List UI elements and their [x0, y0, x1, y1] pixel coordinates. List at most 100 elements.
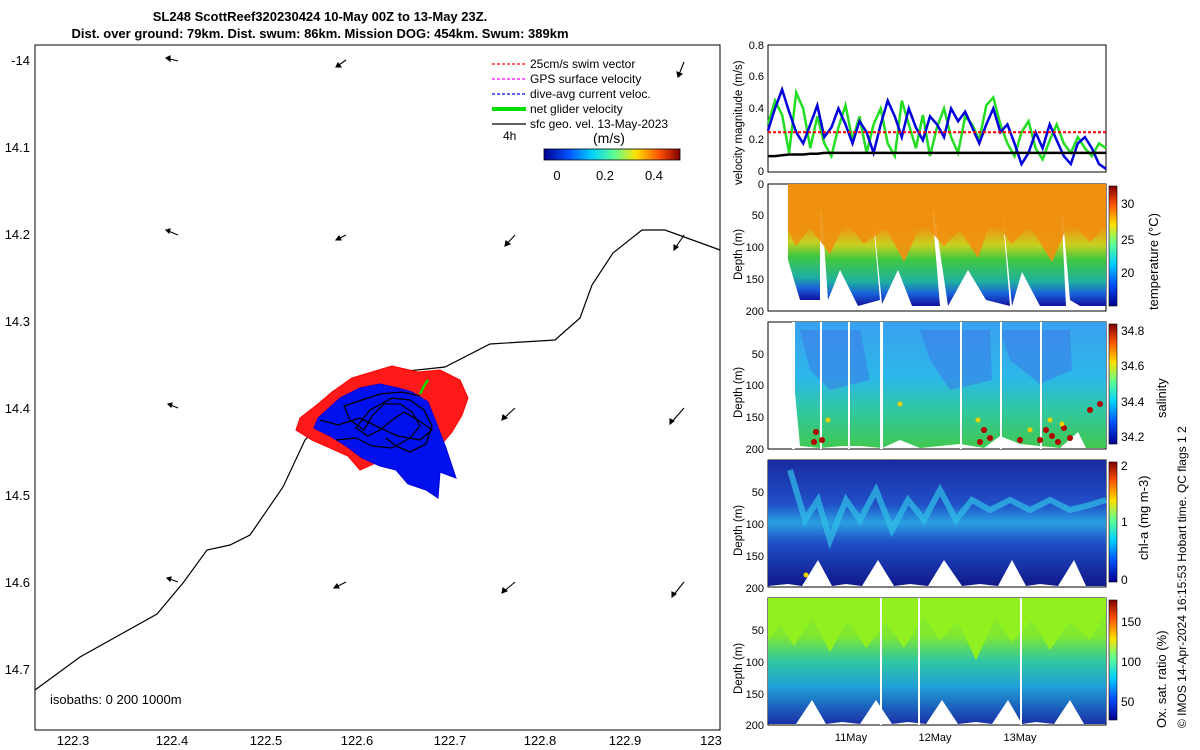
- temp-colorbar-ticks: 20 25 30: [1121, 197, 1135, 280]
- depth-tick: 0: [758, 179, 764, 191]
- net-glider-velocity-mark: [418, 379, 430, 395]
- vel-y-tick: 0.6: [749, 71, 764, 83]
- footer-credit: © IMOS 14-Apr-2024 16:15:53 Hobart time.…: [1175, 426, 1189, 728]
- cbar-tick: 34.4: [1121, 395, 1145, 409]
- velocity-series-sfc-geo-vel-: [768, 151, 1106, 158]
- temperature-panel: 0 50 100 150 200 Depth (m) 20 25 30 temp…: [733, 179, 1161, 318]
- vel-y-tick: 0.4: [749, 103, 764, 115]
- map-y-axis: -14 14.1 14.2 14.3 14.4 14.5 14.6 14.7: [5, 53, 30, 677]
- legend-label-1: GPS surface velocity: [530, 72, 641, 86]
- temperature-colorbar-label: temperature (°C): [1146, 213, 1161, 310]
- current-vector-cluster: [313, 383, 457, 499]
- depth-tick: 50: [752, 625, 764, 637]
- ox-depth-ticks: 50 100 150 200: [746, 625, 764, 732]
- title-line-1: SL248 ScottReef320230424 10-May 00Z to 1…: [152, 9, 488, 24]
- cbar-tick: 0: [1121, 573, 1128, 587]
- salinity-colorbar: [1108, 323, 1118, 445]
- cbar-tick: 34.6: [1121, 359, 1145, 373]
- depth-tick: 100: [746, 657, 764, 669]
- legend-label-4: sfc geo. vel. 13-May-2023: [530, 117, 668, 131]
- salinity-colorbar-label: salinity: [1154, 378, 1169, 418]
- temp-depth-ticks: 0 50 100 150 200: [746, 179, 764, 318]
- y-tick-label: 14.3: [5, 314, 30, 329]
- sal-colorbar-ticks: 34.2 34.4 34.6 34.8: [1121, 324, 1145, 444]
- velocity-y-ticks: 0 0.2 0.4 0.6 0.8: [749, 40, 764, 178]
- scale-label: 4h: [503, 129, 516, 143]
- time-tick: 11May: [835, 732, 868, 744]
- legend-label-3: net glider velocity: [530, 102, 623, 116]
- velocity-series-net-glider-velocity: [766, 87, 1107, 163]
- x-tick-label: 122.9: [609, 733, 642, 748]
- vel-y-tick: 0: [758, 166, 764, 178]
- cbar-tick: 2: [1121, 459, 1128, 473]
- y-tick-label: 14.6: [5, 575, 30, 590]
- sal-depth-label: Depth (m): [733, 367, 745, 418]
- velocity-axes-frame: [767, 44, 1107, 173]
- glider-track-2: [335, 391, 421, 449]
- y-tick-label: 14.7: [5, 662, 30, 677]
- ox-colorbar-ticks: 50 100 150: [1121, 615, 1141, 709]
- depth-tick: 50: [752, 487, 764, 499]
- chla-panel: 50 100 150 200 Depth (m) 0 1 2 chl-a (mg…: [733, 459, 1151, 595]
- temp-depth-label: Depth (m): [733, 229, 745, 280]
- y-tick-label: -14: [11, 53, 30, 68]
- mid-salinity-dots: [825, 401, 1065, 433]
- sfc-geo-arrows: [164, 55, 685, 599]
- map-legend: 25cm/s swim vector GPS surface velocity …: [492, 57, 681, 183]
- depth-tick: 200: [746, 444, 764, 456]
- time-tick: 12May: [918, 732, 952, 744]
- depth-tick: 150: [746, 689, 764, 701]
- cbar-tick: 30: [1121, 197, 1135, 211]
- depth-tick: 200: [746, 720, 764, 732]
- depth-tick: 50: [752, 210, 764, 222]
- chla-colorbar-label: chl-a (mg m-3): [1136, 475, 1151, 560]
- depth-tick: 100: [746, 519, 764, 531]
- x-tick-label: 122.5: [250, 733, 283, 748]
- cbar-tick: 1: [1121, 515, 1128, 529]
- velocity-series-dive-avg-current-veloc-: [766, 85, 1107, 170]
- colorbar-tick-1: 0.2: [596, 168, 614, 183]
- chl-depth-label: Depth (m): [733, 505, 745, 556]
- cbar-tick: 34.2: [1121, 430, 1145, 444]
- vel-y-tick: 0.2: [749, 134, 764, 146]
- temperature-field: [788, 184, 1106, 306]
- x-tick-label: 123: [700, 733, 722, 748]
- x-tick-label: 122.6: [341, 733, 374, 748]
- chl-colorbar-ticks: 0 1 2: [1121, 459, 1128, 587]
- x-tick-label: 122.7: [434, 733, 467, 748]
- colorbar-tick-0: 0: [553, 168, 560, 183]
- colorbar-title: (m/s): [593, 130, 625, 146]
- depth-tick: 50: [752, 349, 764, 361]
- map-panel: 25cm/s swim vector GPS surface velocity …: [5, 44, 722, 748]
- isobaths-label: isobaths: 0 200 1000m: [50, 692, 182, 707]
- oxygen-colorbar: [1108, 599, 1118, 721]
- depth-tick: 200: [746, 583, 764, 595]
- cbar-tick: 150: [1121, 615, 1141, 629]
- velocity-y-label: velocity magnitude (m/s): [733, 60, 745, 185]
- temperature-colorbar: [1108, 185, 1118, 307]
- vel-y-tick: 0.8: [749, 40, 764, 52]
- glider-track: [319, 397, 434, 453]
- cbar-tick: 20: [1121, 266, 1135, 280]
- time-tick: 13May: [1003, 732, 1037, 744]
- chla-field: [768, 460, 1107, 586]
- cbar-tick: 50: [1121, 695, 1135, 709]
- ox-depth-label: Depth (m): [733, 643, 745, 694]
- salinity-field: [792, 322, 1106, 449]
- x-tick-label: 122.3: [57, 733, 90, 748]
- y-tick-label: 14.1: [5, 140, 30, 155]
- oxygen-colorbar-label: Ox. sat. ratio (%): [1154, 630, 1169, 728]
- title-line-2: Dist. over ground: 79km. Dist. swum: 86k…: [71, 26, 569, 41]
- chart-title: SL248 ScottReef320230424 10-May 00Z to 1…: [70, 8, 570, 42]
- depth-tick: 100: [746, 242, 764, 254]
- chla-high-dot: [803, 572, 809, 578]
- colorbar-tick-2: 0.4: [645, 168, 663, 183]
- cbar-tick: 34.8: [1121, 324, 1145, 338]
- y-tick-label: 14.4: [5, 401, 30, 416]
- depth-tick: 150: [746, 551, 764, 563]
- cbar-tick: 100: [1121, 655, 1141, 669]
- velocity-panel: 0 0.2 0.4 0.6 0.8 velocity magnitude (m/…: [733, 40, 1107, 185]
- cbar-tick: 25: [1121, 233, 1135, 247]
- depth-tick: 150: [746, 274, 764, 286]
- velocity-colorbar: [543, 148, 681, 161]
